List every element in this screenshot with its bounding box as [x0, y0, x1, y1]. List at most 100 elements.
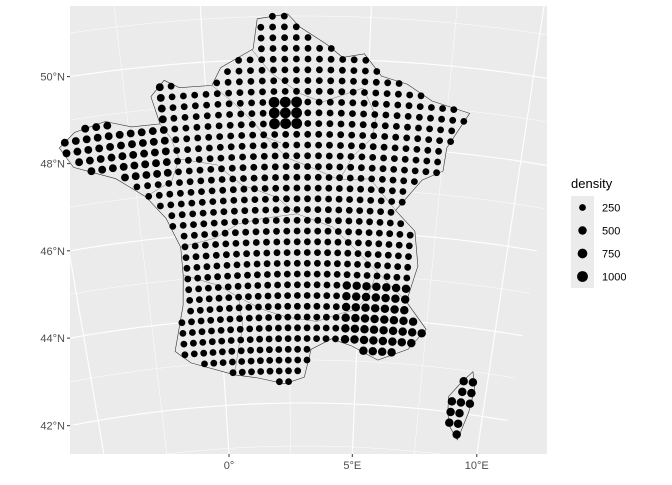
density-point [371, 111, 379, 118]
density-point [372, 89, 380, 97]
density-point [382, 111, 390, 119]
density-point [359, 121, 367, 129]
density-point [182, 254, 190, 261]
density-point [325, 195, 332, 203]
density-point [383, 100, 390, 108]
density-point [345, 217, 353, 225]
density-point [198, 328, 206, 336]
density-point [138, 139, 147, 147]
density-point [236, 99, 244, 107]
density-point [263, 238, 270, 246]
density-point [360, 324, 369, 334]
density-point [350, 56, 358, 64]
density-point [281, 66, 289, 74]
density-point [356, 207, 364, 215]
density-point [341, 313, 350, 322]
density-point [398, 198, 406, 206]
density-point [104, 132, 113, 141]
density-point [304, 238, 311, 246]
density-point [252, 217, 259, 225]
density-point [273, 249, 281, 257]
density-point [184, 275, 192, 283]
density-point [369, 336, 378, 345]
density-point [304, 87, 312, 95]
density-point [303, 249, 311, 256]
density-point [271, 163, 279, 171]
density-point [293, 195, 301, 203]
density-point [342, 281, 352, 290]
density-point [333, 281, 341, 289]
density-point [405, 253, 412, 260]
density-point [226, 111, 234, 118]
density-point [354, 261, 361, 268]
density-point [304, 152, 311, 160]
density-point [313, 281, 321, 289]
density-point [458, 387, 467, 397]
density-point [269, 23, 276, 31]
density-point [304, 227, 311, 235]
density-point [219, 186, 227, 194]
density-point [465, 399, 475, 408]
density-point [258, 77, 266, 85]
density-point [152, 159, 160, 168]
density-point [115, 130, 124, 139]
density-point [141, 160, 150, 169]
density-point [258, 45, 265, 53]
density-point [406, 91, 414, 99]
density-point [238, 132, 246, 139]
legend-label: 500 [602, 226, 620, 238]
density-point [246, 336, 254, 343]
density-point [188, 318, 195, 326]
density-point [244, 282, 252, 290]
density-point [140, 149, 149, 158]
density-point [326, 131, 334, 138]
density-point [380, 154, 387, 162]
density-point [264, 292, 272, 300]
density-point [338, 99, 345, 106]
density-point [436, 137, 443, 145]
density-point [361, 303, 370, 312]
density-point [247, 78, 255, 85]
density-point [293, 141, 301, 149]
density-point [251, 185, 258, 193]
density-point [322, 324, 330, 332]
density-point [390, 166, 398, 173]
region-boundary [251, 48, 364, 103]
density-point [198, 198, 206, 206]
density-point [209, 198, 217, 206]
density-point [450, 106, 458, 113]
density-point [402, 145, 410, 153]
density-point [128, 140, 136, 149]
density-point [358, 142, 366, 150]
density-point [395, 90, 402, 98]
density-point [273, 260, 281, 267]
density-point [282, 184, 290, 192]
density-point [303, 270, 311, 278]
density-point [92, 123, 101, 132]
density-point [325, 163, 333, 171]
density-point [291, 118, 303, 129]
density-point [266, 357, 274, 364]
density-point [390, 305, 399, 314]
density-point [279, 96, 291, 108]
density-point [347, 163, 355, 171]
density-point [241, 207, 249, 215]
density-point [225, 294, 233, 301]
density-point [180, 232, 188, 240]
density-point [272, 206, 280, 214]
density-point [198, 188, 205, 196]
density-point [187, 307, 195, 315]
density-point [341, 302, 351, 312]
density-point [355, 218, 363, 225]
density-point [172, 136, 180, 144]
density-point [360, 99, 368, 107]
density-point [363, 272, 371, 279]
density-point [398, 327, 407, 336]
density-point [235, 56, 243, 64]
density-point [193, 123, 201, 131]
density-point [118, 152, 127, 161]
density-point [180, 103, 188, 111]
density-point [242, 228, 250, 236]
density-point [391, 144, 399, 152]
density-point [108, 164, 117, 173]
